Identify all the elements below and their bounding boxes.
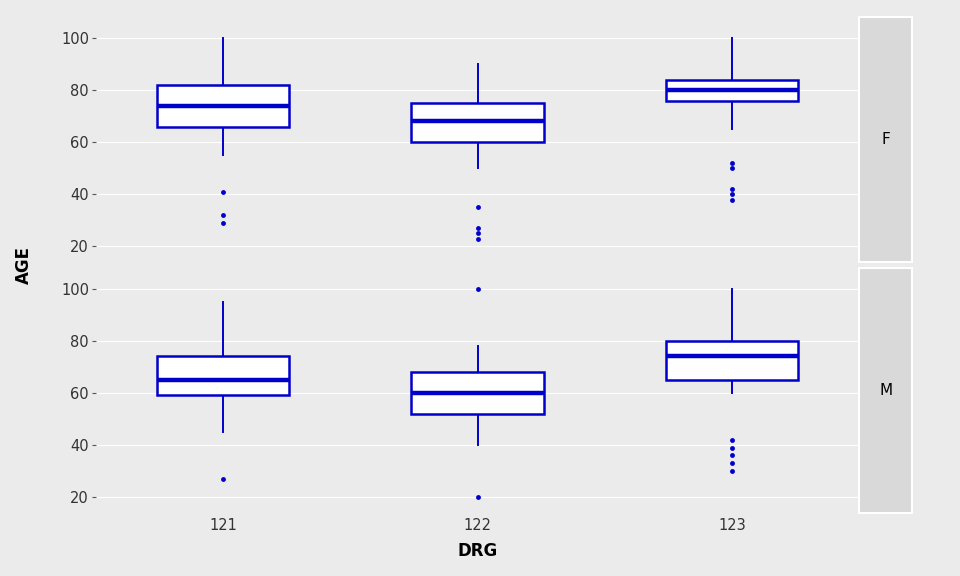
- X-axis label: DRG: DRG: [458, 541, 497, 559]
- Text: M: M: [879, 382, 892, 398]
- Bar: [412, 103, 543, 142]
- Text: AGE: AGE: [15, 246, 33, 284]
- Bar: [412, 372, 543, 414]
- Bar: [157, 85, 289, 127]
- Text: F: F: [881, 132, 890, 147]
- Bar: [157, 357, 289, 396]
- Bar: [666, 341, 798, 380]
- Bar: [666, 80, 798, 101]
